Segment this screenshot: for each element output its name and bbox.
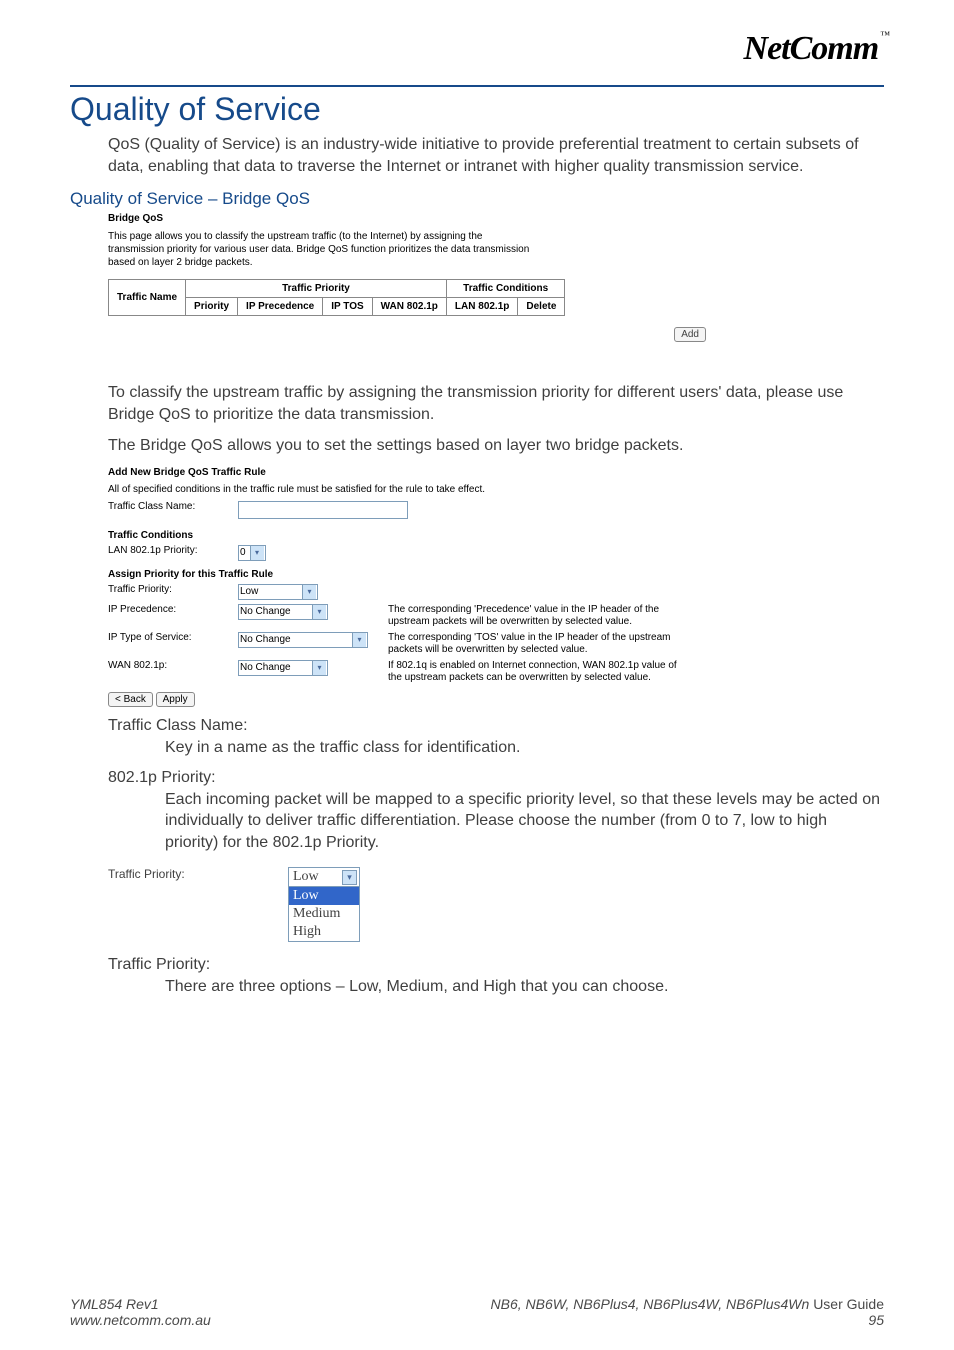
traffic-class-name-input[interactable]: [238, 501, 408, 519]
col-wan-8021p: WAN 802.1p: [372, 298, 446, 316]
col-priority: Priority: [186, 298, 238, 316]
traffic-priority-label: Traffic Priority:: [108, 584, 238, 595]
bridge-qos-panel: Bridge QoS This page allows you to class…: [108, 213, 748, 316]
traffic-priority-figure: Traffic Priority: Low ▾ Low Medium High: [108, 867, 884, 942]
apply-button[interactable]: Apply: [156, 692, 195, 707]
traffic-priority-select[interactable]: Low ▾: [238, 584, 318, 600]
ip-tos-value: No Change: [240, 634, 291, 645]
ip-precedence-select[interactable]: No Change ▾: [238, 604, 328, 620]
field-8021p-title: 802.1p Priority:: [108, 769, 884, 787]
tp-figure-label: Traffic Priority:: [108, 867, 288, 881]
col-traffic-name: Traffic Name: [109, 280, 186, 316]
wan-8021p-hint: If 802.1q is enabled on Internet connect…: [388, 660, 688, 684]
col-ip-tos: IP TOS: [323, 298, 372, 316]
page-title: Quality of Service: [70, 91, 884, 128]
chevron-down-icon: ▾: [342, 870, 357, 885]
field-traffic-class-desc: Key in a name as the traffic class for i…: [165, 737, 884, 759]
traffic-class-name-label: Traffic Class Name:: [108, 501, 238, 512]
footer-rev: YML854 Rev1: [70, 1296, 211, 1312]
field-8021p-desc: Each incoming packet will be mapped to a…: [165, 789, 884, 854]
logo-tm: ™: [880, 30, 889, 41]
bridge-qos-table: Traffic Name Traffic Priority Traffic Co…: [108, 279, 565, 316]
page-footer: YML854 Rev1 www.netcomm.com.au NB6, NB6W…: [70, 1296, 884, 1328]
footer-left: YML854 Rev1 www.netcomm.com.au: [70, 1296, 211, 1328]
tp-dropdown[interactable]: Low ▾ Low Medium High: [288, 867, 360, 942]
ip-tos-select[interactable]: No Change ▾: [238, 632, 368, 648]
logo: NetComm™: [744, 30, 889, 68]
wan-8021p-select[interactable]: No Change ▾: [238, 660, 328, 676]
footer-right: NB6, NB6W, NB6Plus4, NB6Plus4W, NB6Plus4…: [491, 1296, 884, 1328]
chevron-down-icon: ▾: [302, 585, 316, 599]
footer-models: NB6, NB6W, NB6Plus4, NB6Plus4W, NB6Plus4…: [491, 1296, 814, 1312]
add-rule-panel: Add New Bridge QoS Traffic Rule All of s…: [108, 467, 878, 707]
lan-8021p-value: 0: [240, 547, 246, 558]
intro-paragraph: QoS (Quality of Service) is an industry-…: [108, 134, 884, 177]
lan-8021p-select[interactable]: 0 ▾: [238, 545, 266, 561]
footer-guide: User Guide: [813, 1296, 884, 1312]
add-rule-title: Add New Bridge QoS Traffic Rule: [108, 467, 878, 478]
col-delete: Delete: [518, 298, 565, 316]
tp-option-low[interactable]: Low: [289, 887, 359, 905]
tp-option-medium[interactable]: Medium: [289, 905, 359, 923]
add-button[interactable]: Add: [674, 327, 706, 342]
logo-text: NetComm: [744, 30, 879, 67]
ip-precedence-label: IP Precedence:: [108, 604, 238, 615]
chevron-down-icon: ▾: [352, 633, 366, 647]
ip-precedence-hint: The corresponding 'Precedence' value in …: [388, 604, 688, 628]
tp-selected-value: Low: [293, 869, 319, 885]
footer-url: www.netcomm.com.au: [70, 1312, 211, 1328]
col-group-conditions: Traffic Conditions: [446, 280, 564, 298]
tp-option-high[interactable]: High: [289, 923, 359, 941]
section-heading-bridge-qos: Quality of Service – Bridge QoS: [70, 189, 884, 209]
lan-8021p-label: LAN 802.1p Priority:: [108, 545, 238, 556]
chevron-down-icon: ▾: [250, 546, 264, 560]
divider: [70, 85, 884, 87]
paragraph-1: To classify the upstream traffic by assi…: [108, 382, 884, 425]
col-ip-precedence: IP Precedence: [238, 298, 323, 316]
ip-tos-label: IP Type of Service:: [108, 632, 238, 643]
wan-8021p-label: WAN 802.1p:: [108, 660, 238, 671]
back-button[interactable]: < Back: [108, 692, 153, 707]
bridge-qos-title: Bridge QoS: [108, 213, 748, 224]
col-group-priority: Traffic Priority: [186, 280, 447, 298]
assign-priority-header: Assign Priority for this Traffic Rule: [108, 569, 878, 580]
ip-tos-hint: The corresponding 'TOS' value in the IP …: [388, 632, 688, 656]
field-traffic-priority-title: Traffic Priority:: [108, 956, 884, 974]
field-traffic-priority-desc: There are three options – Low, Medium, a…: [165, 976, 884, 998]
wan-8021p-value: No Change: [240, 662, 291, 673]
bridge-qos-desc: This page allows you to classify the ups…: [108, 230, 538, 269]
traffic-conditions-header: Traffic Conditions: [108, 530, 878, 541]
field-traffic-class-title: Traffic Class Name:: [108, 717, 884, 735]
footer-page-number: 95: [491, 1312, 884, 1328]
col-lan-8021p: LAN 802.1p: [446, 298, 517, 316]
ip-precedence-value: No Change: [240, 606, 291, 617]
chevron-down-icon: ▾: [312, 605, 326, 619]
paragraph-2: The Bridge QoS allows you to set the set…: [108, 435, 884, 457]
traffic-priority-value: Low: [240, 586, 258, 597]
chevron-down-icon: ▾: [312, 661, 326, 675]
add-rule-desc: All of specified conditions in the traff…: [108, 484, 878, 495]
